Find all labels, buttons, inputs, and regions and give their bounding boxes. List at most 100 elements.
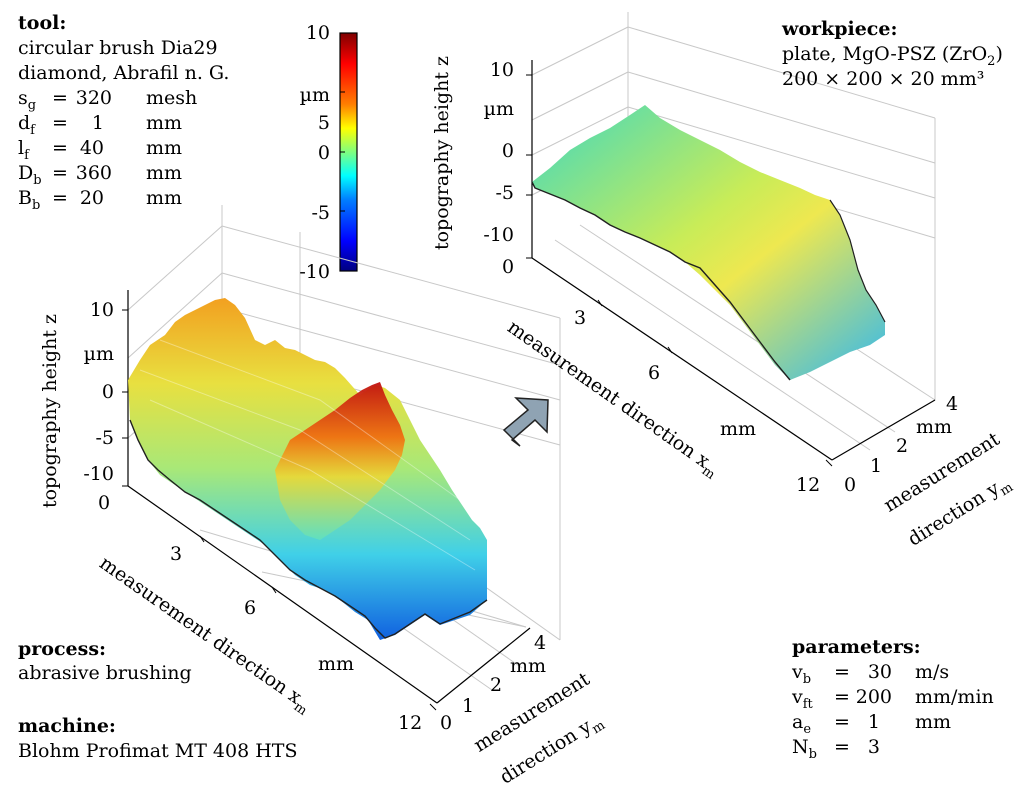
- left-z-unit: µm: [83, 343, 114, 365]
- workpiece-heading: workpiece:: [782, 18, 898, 40]
- colorbar-unit: µm: [299, 84, 330, 106]
- tool-param-eq: =: [52, 137, 68, 159]
- arrow-icon: [502, 397, 549, 447]
- tool-param-eq: =: [52, 162, 68, 184]
- left-plot-frame: [127, 290, 531, 704]
- tool-param-eq: =: [52, 187, 68, 209]
- left-z-tick-minus5: -5: [95, 427, 114, 449]
- tool-param-symbol: Bb: [18, 187, 41, 213]
- right-z-tick-10: 10: [489, 59, 514, 81]
- tool-param-value: 320: [75, 87, 112, 109]
- tool-param-unit: mm: [146, 112, 183, 134]
- left-surface-ridges: [139, 339, 476, 571]
- left-plot-tickmarks: [122, 309, 437, 711]
- left-x-tick-12: 12: [398, 712, 423, 734]
- parameter-symbol: ae: [792, 711, 812, 737]
- tool-param-eq: =: [52, 112, 68, 134]
- left-y-tick-2: 2: [490, 674, 503, 696]
- right-z-axis-label: topography height z: [431, 55, 453, 251]
- right-x-tick-3: 3: [574, 307, 587, 329]
- tool-param-value: 360: [75, 162, 112, 184]
- left-x-tick-0: 0: [98, 492, 111, 514]
- parameter-eq: =: [834, 711, 850, 733]
- right-surface: [531, 105, 886, 381]
- colorbar-tick-minus5: -5: [311, 202, 330, 224]
- tool-param-unit: mm: [146, 137, 183, 159]
- left-surface-front-edge: [129, 419, 488, 639]
- left-z-tick-minus10: -10: [83, 463, 114, 485]
- left-z-axis-label: topography height z: [39, 313, 61, 509]
- left-surface: [128, 298, 488, 640]
- right-x-tick-6: 6: [648, 362, 661, 384]
- tool-param-unit: mm: [146, 162, 183, 184]
- parameter-unit: mm: [915, 711, 952, 733]
- right-x-unit: mm: [720, 418, 757, 440]
- colorbar-tick-minus10: -10: [299, 261, 330, 283]
- parameter-value: 30: [867, 661, 892, 683]
- right-y-tick-2: 2: [896, 435, 909, 457]
- right-y-tick-1: 1: [870, 455, 883, 477]
- parameter-value: 3: [867, 736, 880, 758]
- left-x-tick-3: 3: [170, 543, 183, 565]
- parameter-unit: m/s: [915, 661, 950, 683]
- left-z-tick-10: 10: [89, 299, 114, 321]
- right-z-tick-0: 0: [501, 140, 514, 162]
- left-x-unit: mm: [318, 653, 355, 675]
- machine-value: Blohm Profimat MT 408 HTS: [18, 740, 298, 762]
- tool-param-symbol: sg: [18, 87, 37, 113]
- parameter-eq: =: [834, 661, 850, 683]
- right-z-unit: µm: [483, 98, 514, 120]
- parameter-symbol: Nb: [792, 736, 817, 762]
- colorbar-tick-10: 10: [305, 22, 330, 44]
- colorbar-ticks: [340, 32, 345, 272]
- right-y-tick-0: 0: [844, 474, 857, 496]
- tool-param-unit: mesh: [146, 87, 198, 109]
- tool-param-unit: mm: [146, 187, 183, 209]
- left-y-unit: mm: [510, 655, 547, 677]
- colorbar-tick-5: 5: [317, 112, 330, 134]
- right-surface-back-edge: [829, 199, 886, 323]
- tool-param-value: 20: [79, 187, 104, 209]
- parameter-value: 200: [855, 686, 892, 708]
- parameter-eq: =: [834, 736, 850, 758]
- left-z-tick-0: 0: [101, 381, 114, 403]
- machine-heading: machine:: [18, 715, 116, 737]
- tool-line1: circular brush Dia29: [18, 37, 218, 59]
- parameter-unit: mm/min: [915, 686, 994, 708]
- tool-param-symbol: Db: [18, 162, 42, 188]
- parameter-symbol: vb: [792, 661, 812, 687]
- right-y-unit: mm: [916, 416, 953, 438]
- workpiece-line1: plate, MgO-PSZ (ZrO2): [782, 43, 1003, 69]
- colorbar: [339, 32, 358, 272]
- right-z-tick-minus10: -10: [483, 224, 514, 246]
- right-plot-tickmarks: [526, 74, 833, 467]
- left-surface-hot-ridge: [275, 382, 405, 540]
- parameter-eq: =: [834, 686, 850, 708]
- left-x-tick-6: 6: [244, 597, 257, 619]
- right-x-tick-0: 0: [502, 256, 515, 278]
- tool-param-value: 1: [91, 112, 104, 134]
- tool-line2: diamond, Abrafil n. G.: [18, 62, 230, 84]
- process-value: abrasive brushing: [18, 662, 192, 684]
- left-y-tick-1: 1: [462, 695, 475, 717]
- tool-param-symbol: df: [18, 112, 35, 138]
- right-surface-body: [532, 105, 885, 380]
- left-y-tick-4: 4: [534, 632, 547, 654]
- tool-param-symbol: lf: [18, 137, 29, 163]
- right-surface-front-edge: [531, 181, 791, 381]
- right-z-tick-minus5: -5: [495, 182, 514, 204]
- left-y-tick-0: 0: [440, 712, 453, 734]
- process-heading: process:: [18, 638, 107, 660]
- workpiece-line2: 200 × 200 × 20 mm³: [782, 68, 985, 90]
- tool-param-eq: =: [52, 87, 68, 109]
- tool-param-value: 40: [79, 137, 104, 159]
- tool-heading: tool:: [18, 12, 67, 34]
- transition-arrow: [502, 397, 549, 447]
- right-y-tick-4: 4: [946, 393, 959, 415]
- parameter-value: 1: [867, 711, 880, 733]
- right-plot-frame: [531, 60, 936, 461]
- colorbar-tick-0: 0: [317, 142, 330, 164]
- right-x-tick-12: 12: [796, 474, 821, 496]
